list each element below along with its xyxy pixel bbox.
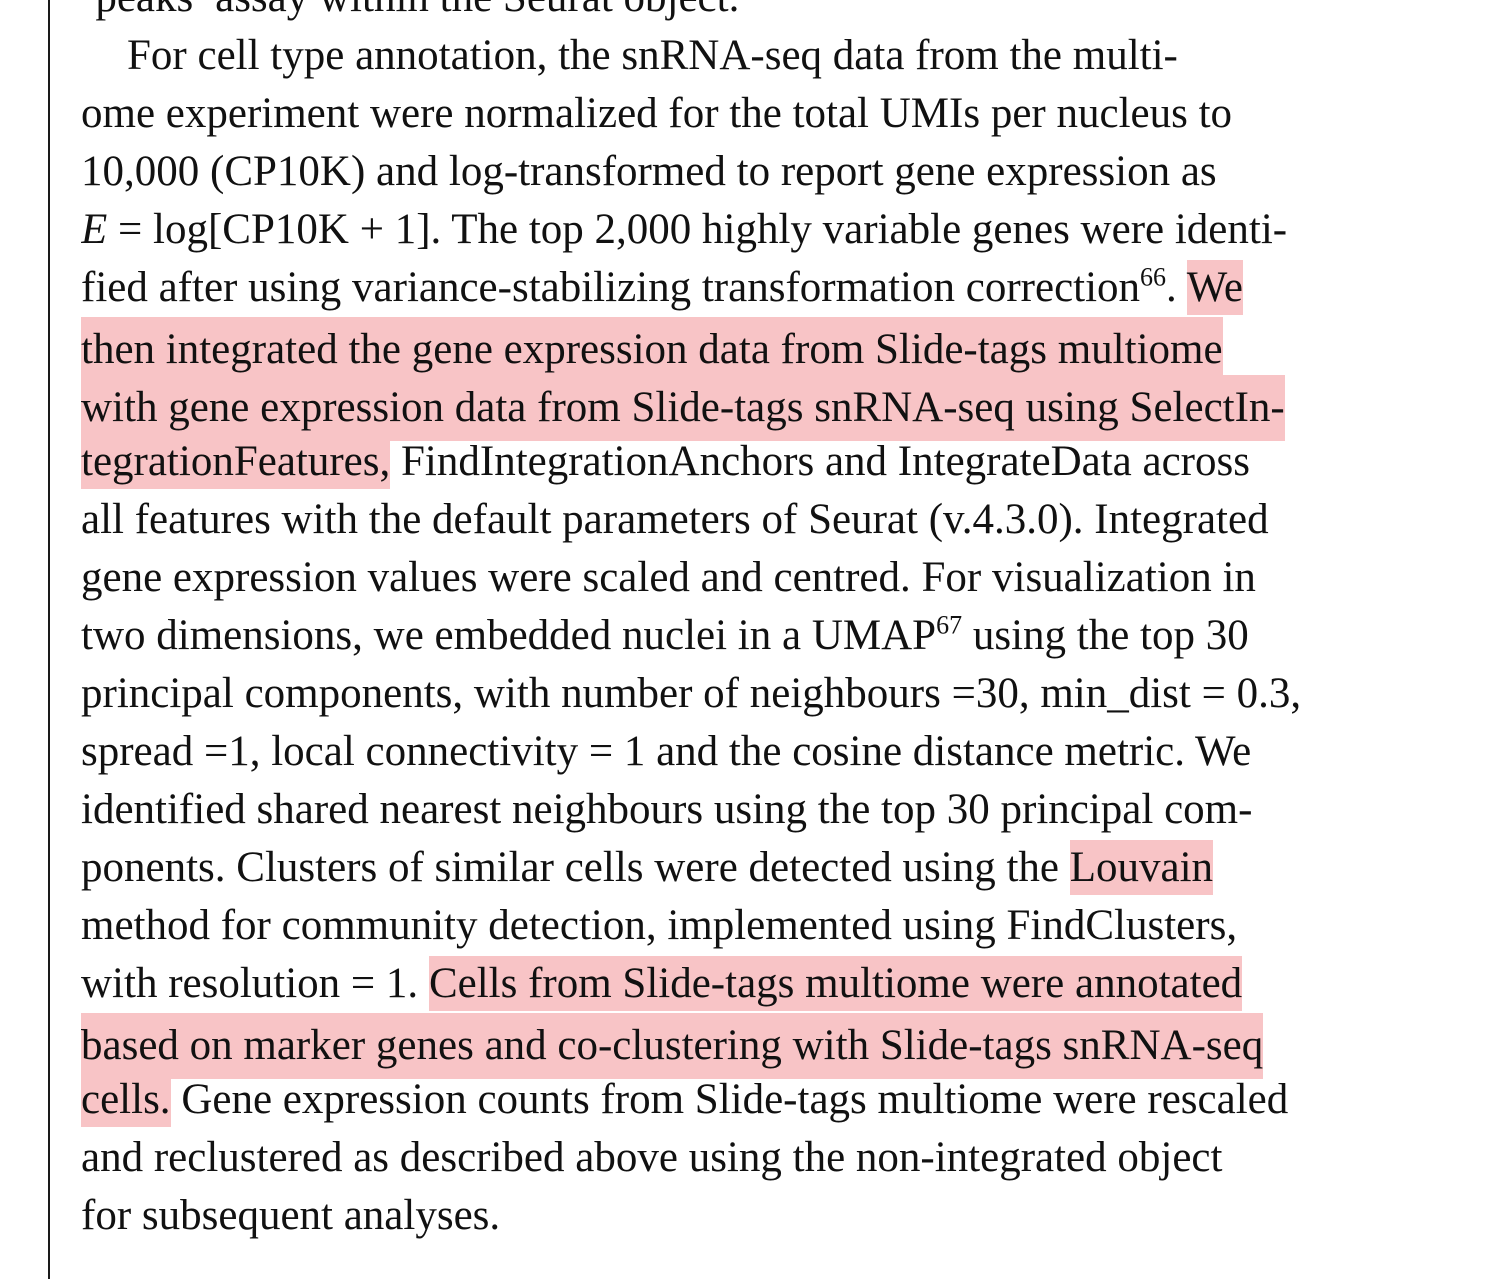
line-text: 10,000 (CP10K) and log-transformed to re… [81, 148, 1217, 195]
line-text: spread =1, local connectivity = 1 and th… [81, 728, 1252, 775]
line-text: ponents. Clusters of similar cells were … [81, 839, 1214, 897]
text-line: method for community detection, implemen… [81, 897, 1457, 955]
line-text: cells. Gene expression counts from Slide… [81, 1071, 1288, 1129]
line-text: two dimensions, we embedded nuclei in a … [81, 607, 1249, 665]
line-text: fied after using variance-stabilizing tr… [81, 259, 1244, 317]
document-viewport: ‘peaks’ assay within the Seurat object. … [81, 0, 1457, 1279]
text-line: and reclustered as described above using… [81, 1129, 1457, 1187]
text-line: with gene expression data from Slide-tag… [81, 375, 1457, 441]
line-text-part: Gene expression counts from Slide-tags m… [170, 1076, 1289, 1123]
methods-paragraph: ‘peaks’ assay within the Seurat object. … [81, 0, 1457, 1245]
text-line: ponents. Clusters of similar cells were … [81, 839, 1457, 897]
line-text: identified shared nearest neighbours usi… [81, 786, 1253, 833]
highlight-annotation[interactable]: We [1186, 260, 1244, 315]
line-text: gene expression values were scaled and c… [81, 554, 1256, 601]
line-text-part: . [1166, 264, 1187, 311]
line-text: E = log[CP10K + 1]. The top 2,000 highly… [81, 201, 1287, 259]
text-line: ome experiment were normalized for the t… [81, 85, 1457, 143]
line-text: with resolution = 1. Cells from Slide-ta… [81, 955, 1243, 1013]
text-line: for subsequent analyses. [81, 1187, 1457, 1245]
text-line: gene expression values were scaled and c… [81, 549, 1457, 607]
line-text-rest: = log[CP10K + 1]. The top 2,000 highly v… [107, 206, 1288, 253]
line-text-part: fied after using variance-stabilizing tr… [81, 264, 1141, 311]
citation-ref-66[interactable]: 66 [1140, 262, 1167, 292]
line-text: for subsequent analyses. [81, 1192, 501, 1239]
line-text: all features with the default parameters… [81, 496, 1269, 543]
line-text-part: two dimensions, we embedded nuclei in a … [81, 612, 937, 659]
line-text-part: ponents. Clusters of similar cells were … [81, 844, 1070, 891]
citation-ref-67[interactable]: 67 [936, 610, 963, 640]
text-line: 10,000 (CP10K) and log-transformed to re… [81, 143, 1457, 201]
line-text-part: using the top 30 [962, 612, 1249, 659]
text-line: all features with the default parameters… [81, 491, 1457, 549]
text-line: based on marker genes and co-clustering … [81, 1013, 1457, 1079]
highlight-annotation[interactable]: tegrationFeatures, [81, 434, 391, 489]
line-text: ome experiment were normalized for the t… [81, 90, 1233, 137]
line-text: For cell type annotation, the snRNA-seq … [127, 32, 1178, 79]
previous-paragraph-tail: ‘peaks’ assay within the Seurat object. [81, 0, 739, 27]
text-line: E = log[CP10K + 1]. The top 2,000 highly… [81, 201, 1457, 259]
highlight-annotation[interactable]: then integrated the gene expression data… [81, 317, 1223, 383]
highlight-annotation[interactable]: with gene expression data from Slide-tag… [81, 375, 1285, 441]
line-text: and reclustered as described above using… [81, 1134, 1223, 1181]
text-line: identified shared nearest neighbours usi… [81, 781, 1457, 839]
highlight-annotation[interactable]: Louvain [1069, 840, 1214, 895]
text-line: then integrated the gene expression data… [81, 317, 1457, 383]
line-text: tegrationFeatures, FindIntegrationAnchor… [81, 433, 1250, 491]
text-line: two dimensions, we embedded nuclei in a … [81, 607, 1457, 665]
line-text: principal components, with number of nei… [81, 670, 1302, 717]
text-line: spread =1, local connectivity = 1 and th… [81, 723, 1457, 781]
highlight-annotation[interactable]: based on marker genes and co-clustering … [81, 1013, 1264, 1079]
text-line: principal components, with number of nei… [81, 665, 1457, 723]
line-text: method for community detection, implemen… [81, 902, 1238, 949]
line-text-part: with resolution = 1. [81, 960, 429, 1007]
highlight-annotation[interactable]: Cells from Slide-tags multiome were anno… [428, 956, 1243, 1011]
math-variable-e: E [81, 206, 108, 253]
page-left-border [48, 0, 50, 1279]
text-line: tegrationFeatures, FindIntegrationAnchor… [81, 433, 1457, 491]
line-text-part: FindIntegrationAnchors and IntegrateData… [390, 438, 1250, 485]
text-line: ‘peaks’ assay within the Seurat object. [81, 0, 1457, 27]
text-line: For cell type annotation, the snRNA-seq … [81, 27, 1457, 85]
highlight-annotation[interactable]: cells. [81, 1072, 171, 1127]
text-line: with resolution = 1. Cells from Slide-ta… [81, 955, 1457, 1013]
text-line: fied after using variance-stabilizing tr… [81, 259, 1457, 317]
text-line: cells. Gene expression counts from Slide… [81, 1071, 1457, 1129]
